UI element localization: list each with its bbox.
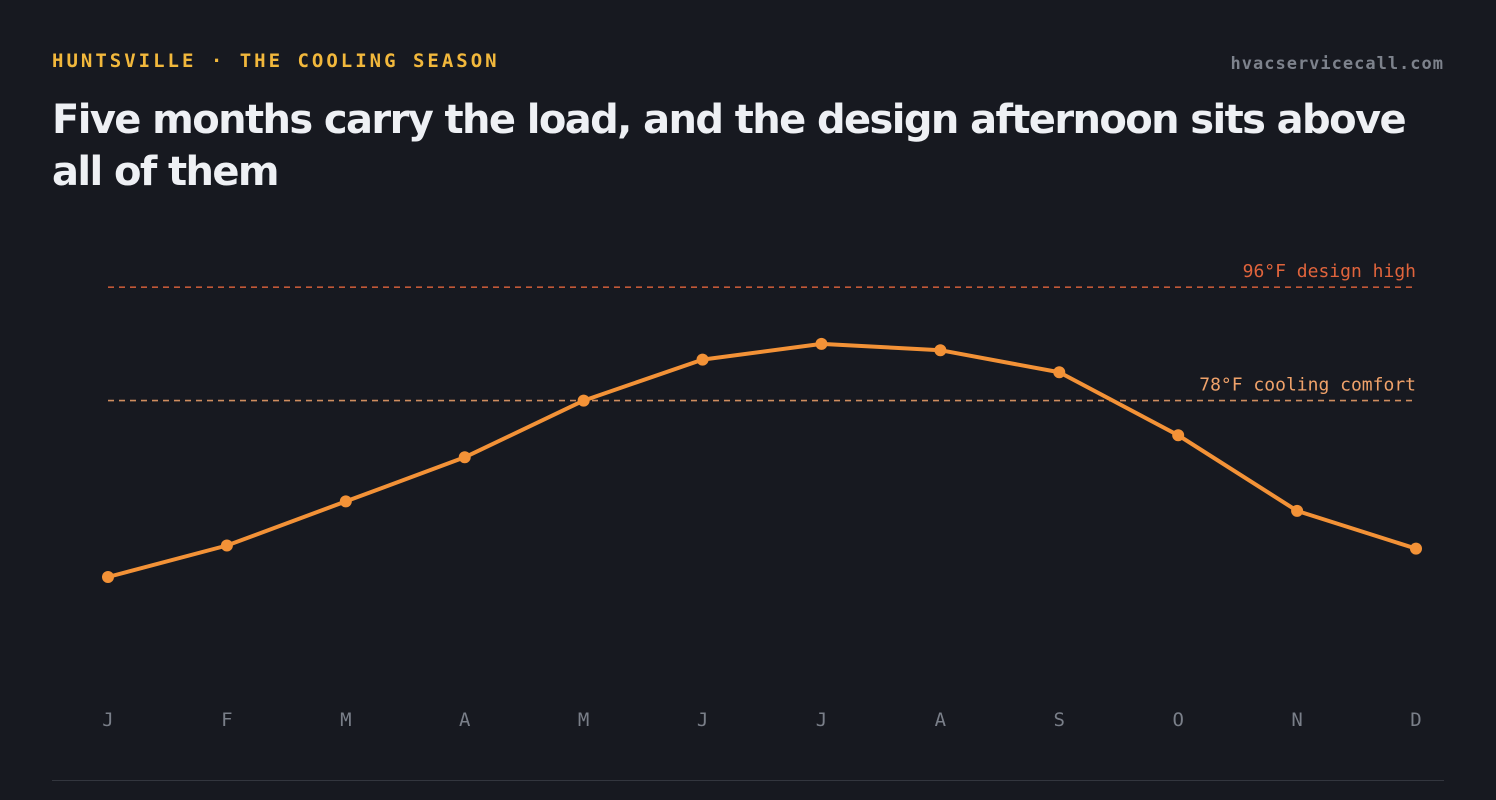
eyebrow-label: HUNTSVILLE · THE COOLING SEASON (52, 50, 500, 72)
data-point-2 (339, 495, 352, 508)
data-point-4 (577, 394, 590, 407)
data-point-1 (220, 539, 233, 552)
reference-label-1: 78°F cooling comfort (1199, 375, 1416, 396)
site-url: hvacservicecall.com (1230, 54, 1444, 74)
x-tick-label-10: N (1291, 709, 1302, 731)
x-tick-label-4: M (578, 709, 589, 731)
series-line-0 (106, 341, 1418, 579)
data-point-0 (102, 571, 114, 583)
data-point-6 (815, 337, 828, 350)
x-tick-label-7: A (935, 709, 947, 731)
chart-title: Five months carry the load, and the desi… (52, 97, 1407, 195)
data-point-11 (1410, 542, 1422, 555)
data-point-9 (1172, 429, 1185, 442)
data-point-5 (696, 353, 709, 366)
footer-divider (52, 780, 1444, 781)
data-point-3 (458, 451, 471, 464)
data-point-8 (1053, 366, 1066, 379)
data-point-10 (1291, 504, 1304, 517)
x-tick-label-6: J (816, 709, 827, 731)
reference-label-0: 96°F design high (1243, 261, 1416, 282)
data-point-7 (934, 344, 947, 357)
reference-lines: 96°F design high 78°F cooling comfort (108, 261, 1416, 402)
x-tick-label-1: F (221, 709, 232, 731)
x-tick-label-9: O (1172, 709, 1183, 731)
series-layer (102, 337, 1422, 583)
x-tick-label-8: S (1054, 709, 1065, 731)
x-tick-label-5: J (697, 709, 708, 731)
x-tick-label-11: D (1410, 709, 1421, 731)
x-tick-label-3: A (459, 709, 471, 731)
x-tick-label-2: M (340, 709, 351, 731)
x-tick-label-0: J (102, 709, 113, 731)
